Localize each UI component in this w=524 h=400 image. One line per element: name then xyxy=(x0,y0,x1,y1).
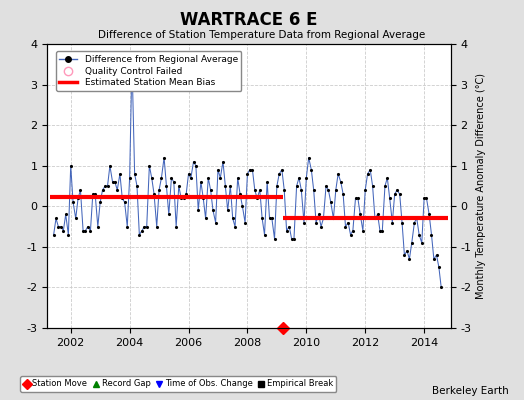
Title: WARTRACE 6 E: WARTRACE 6 E xyxy=(180,10,318,28)
Text: Berkeley Earth: Berkeley Earth xyxy=(432,386,508,396)
Legend: Station Move, Record Gap, Time of Obs. Change, Empirical Break: Station Move, Record Gap, Time of Obs. C… xyxy=(20,376,336,392)
Text: Difference of Station Temperature Data from Regional Average: Difference of Station Temperature Data f… xyxy=(99,30,425,40)
Y-axis label: Monthly Temperature Anomaly Difference (°C): Monthly Temperature Anomaly Difference (… xyxy=(476,73,486,299)
Legend: Difference from Regional Average, Quality Control Failed, Estimated Station Mean: Difference from Regional Average, Qualit… xyxy=(56,51,242,91)
